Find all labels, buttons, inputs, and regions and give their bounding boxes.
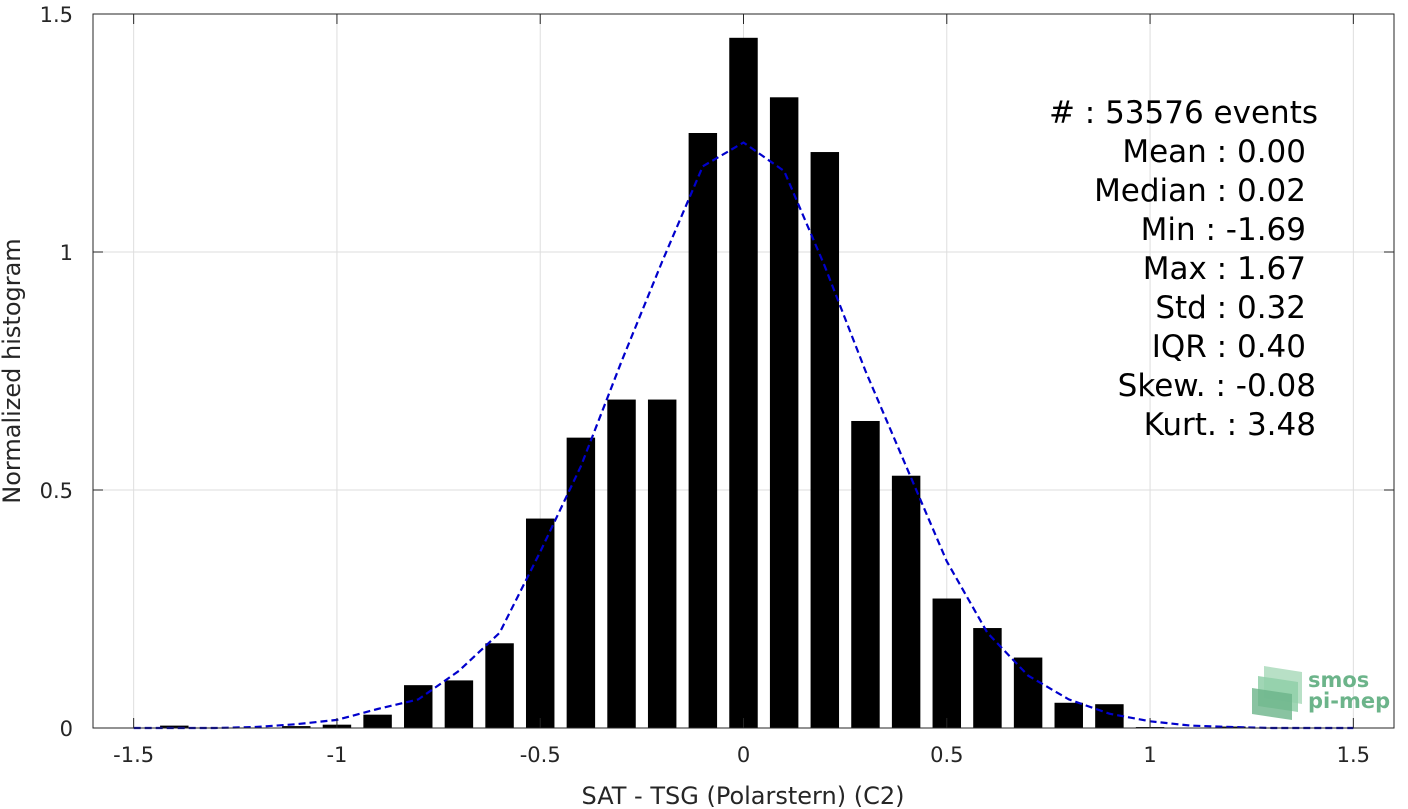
histogram-bar-10 — [566, 437, 596, 728]
histogram-bar-14 — [729, 37, 758, 729]
x-tick-label: -1 — [326, 743, 347, 767]
histogram-bar-9 — [525, 518, 555, 728]
y-tick-label: 0 — [60, 717, 73, 741]
stat-mean: Mean : 0.00 — [1122, 134, 1306, 170]
histogram-bar-22 — [1054, 702, 1083, 728]
histogram-bar-18 — [891, 475, 921, 728]
axis-ticks — [93, 13, 1394, 729]
histogram-bar-20 — [973, 628, 1002, 728]
histogram-bar-17 — [851, 420, 880, 728]
y-tick-labels: 0 0.5 1 1.5 — [40, 3, 73, 741]
stat-max: Max : 1.67 — [1143, 251, 1306, 287]
histogram-bars — [160, 37, 1246, 729]
stat-min: Min : -1.69 — [1141, 212, 1306, 248]
histogram-bar-3 — [282, 726, 311, 728]
histogram-bar-11 — [607, 399, 636, 728]
x-tick-label: 0 — [737, 743, 750, 767]
y-tick-label: 1.5 — [40, 3, 73, 27]
histogram-bar-19 — [932, 598, 962, 728]
y-tick-label: 1 — [60, 241, 73, 265]
histogram-bar-5 — [363, 714, 392, 728]
stat-median: Median : 0.02 — [1094, 173, 1306, 209]
stat-count: # : 53576 events — [1049, 95, 1318, 131]
x-tick-labels: -1.5 -1 -0.5 0 0.5 1 1.5 — [113, 743, 1370, 767]
logo-mark-icon — [1252, 666, 1302, 720]
logo-text-smos: smos — [1308, 668, 1369, 692]
histogram-bar-21 — [1013, 657, 1043, 728]
stat-skew: Skew. : -0.08 — [1118, 368, 1316, 404]
stat-kurt: Kurt. : 3.48 — [1144, 407, 1316, 443]
x-tick-label: -1.5 — [113, 743, 154, 767]
x-axis-label: SAT - TSG (Polarstern) (C2) — [582, 782, 905, 809]
x-tick-label: 0.5 — [930, 743, 963, 767]
histogram-bar-12 — [647, 399, 677, 728]
histogram-bar-8 — [485, 643, 514, 728]
histogram-bar-7 — [444, 680, 474, 728]
histogram-bar-16 — [810, 152, 840, 729]
stat-iqr: IQR : 0.40 — [1152, 329, 1306, 365]
stat-std: Std : 0.32 — [1155, 290, 1306, 326]
histogram-bar-0 — [160, 725, 189, 728]
x-tick-label: 1 — [1143, 743, 1156, 767]
statistics-box: # : 53576 events Mean : 0.00 Median : 0.… — [1049, 95, 1318, 443]
histogram-bar-15 — [769, 97, 799, 729]
histogram-bar-13 — [688, 133, 718, 728]
smos-pi-mep-logo: smos pi-mep — [1252, 666, 1390, 720]
x-tick-label: -0.5 — [520, 743, 561, 767]
y-tick-label: 0.5 — [40, 479, 73, 503]
x-tick-label: 1.5 — [1337, 743, 1370, 767]
logo-text-pi-mep: pi-mep — [1308, 689, 1390, 713]
y-axis-label: Normalized histogram — [0, 238, 26, 503]
